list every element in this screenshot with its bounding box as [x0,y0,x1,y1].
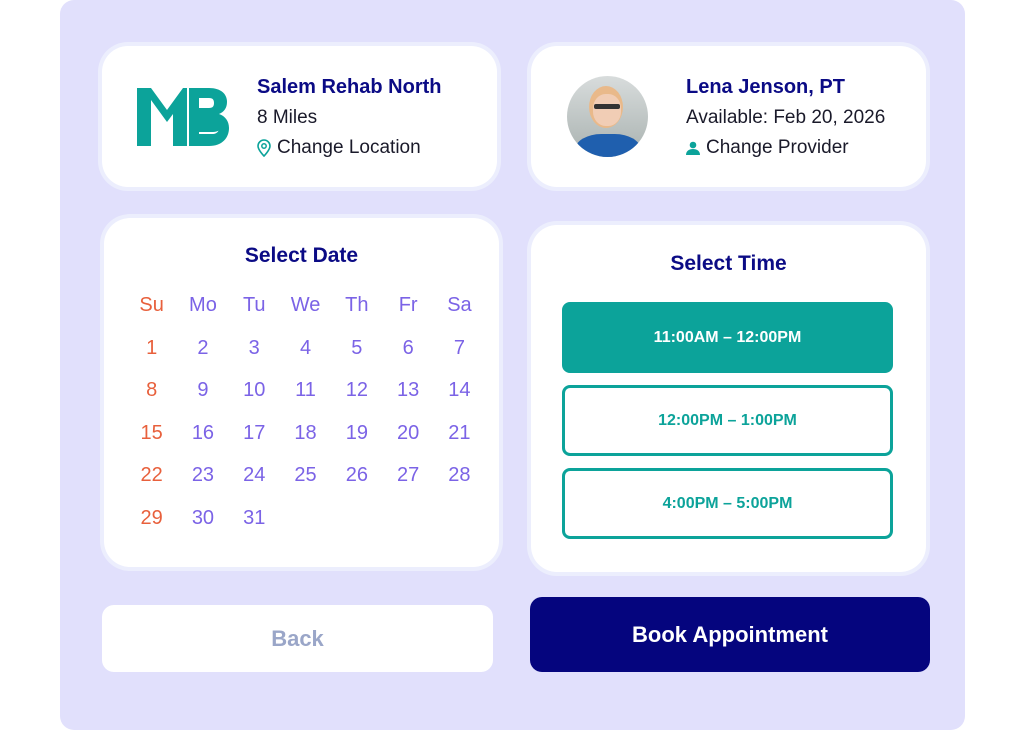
calendar-day[interactable]: 16 [191,421,215,444]
back-button[interactable]: Back [102,605,493,672]
clinic-name: Salem Rehab North [257,76,442,98]
select-time-title: Select Time [670,252,787,275]
calendar-day[interactable]: 25 [294,464,317,487]
calendar-day[interactable]: 22 [140,464,163,487]
calendar-day[interactable]: 28 [448,464,471,487]
calendar-day[interactable]: 27 [397,464,420,487]
calendar-day[interactable]: 9 [197,379,209,402]
calendar-day[interactable]: 23 [191,464,215,487]
time-slot-button[interactable]: 4:00PM – 5:00PM [562,468,893,539]
calendar-day[interactable]: 11 [295,379,316,402]
change-provider-link[interactable]: Change Provider [686,137,885,159]
calendar-day[interactable]: 30 [191,506,215,529]
calendar-day[interactable]: 5 [351,336,363,359]
provider-name: Lena Jenson, PT [686,76,845,98]
weekday-header: Fr [398,294,418,316]
calendar-day[interactable]: 1 [146,336,158,359]
weekday-header: Su [139,294,164,316]
calendar-day[interactable]: 8 [146,379,158,402]
calendar-day[interactable]: 24 [243,464,266,487]
calendar-day[interactable]: 21 [448,421,471,444]
calendar-day[interactable]: 26 [345,464,368,487]
clinic-distance: 8 Miles [257,107,318,128]
calendar-day[interactable]: 31 [243,506,266,529]
calendar-day[interactable]: 10 [243,379,266,402]
calendar-day[interactable]: 4 [299,336,312,359]
weekday-header: Tu [242,294,266,316]
calendar-day[interactable]: 3 [248,336,260,359]
provider-avatar [567,76,648,157]
time-slot-button[interactable]: 12:00PM – 1:00PM [562,385,893,456]
calendar-day[interactable]: 2 [197,336,209,359]
calendar-day[interactable]: 6 [402,336,414,359]
provider-card: Lena Jenson, PT Available: Feb 20, 2026 … [531,46,926,187]
book-appointment-button[interactable]: Book Appointment [530,597,930,672]
weekday-header: Th [345,294,369,316]
change-location-link[interactable]: Change Location [257,137,441,159]
calendar-day[interactable]: 14 [448,379,471,402]
calendar-day[interactable]: 19 [345,421,368,444]
calendar-day[interactable]: 13 [397,379,420,402]
calendar-grid: Su Mo Tu We Th Fr Sa 1 2 3 4 5 6 7 8 9 10 11 12 13 14 15 16 17 1… [126,294,485,550]
weekday-header: Sa [447,294,472,316]
user-icon [686,141,700,155]
change-provider-label: Change Provider [706,137,849,158]
calendar-day[interactable]: 12 [345,379,368,402]
calendar-day[interactable]: 29 [140,506,163,529]
calendar-day[interactable]: 17 [243,421,266,444]
date-picker-card: Select Date Su Mo Tu We Th Fr Sa 1 2 3 4 5 6 7 8 9 10 11 1… [104,218,499,567]
location-card: Salem Rehab North 8 Miles Change Locatio… [102,46,497,187]
time-slot-button[interactable]: 11:00AM – 12:00PM [562,302,893,373]
mb-logo [137,88,229,146]
calendar-day[interactable]: 15 [140,421,163,444]
change-location-label: Change Location [277,137,421,158]
calendar-day[interactable]: 18 [294,421,317,444]
select-date-title: Select Date [244,244,359,267]
calendar-day[interactable]: 20 [397,421,420,444]
time-picker-card: Select Time 11:00AM – 12:00PM 12:00PM – 1… [531,225,926,572]
map-pin-icon [257,139,271,157]
provider-availability: Available: Feb 20, 2026 [686,107,886,128]
weekday-header: Mo [189,294,217,316]
calendar-day[interactable]: 7 [453,336,465,359]
weekday-header: We [290,294,321,316]
